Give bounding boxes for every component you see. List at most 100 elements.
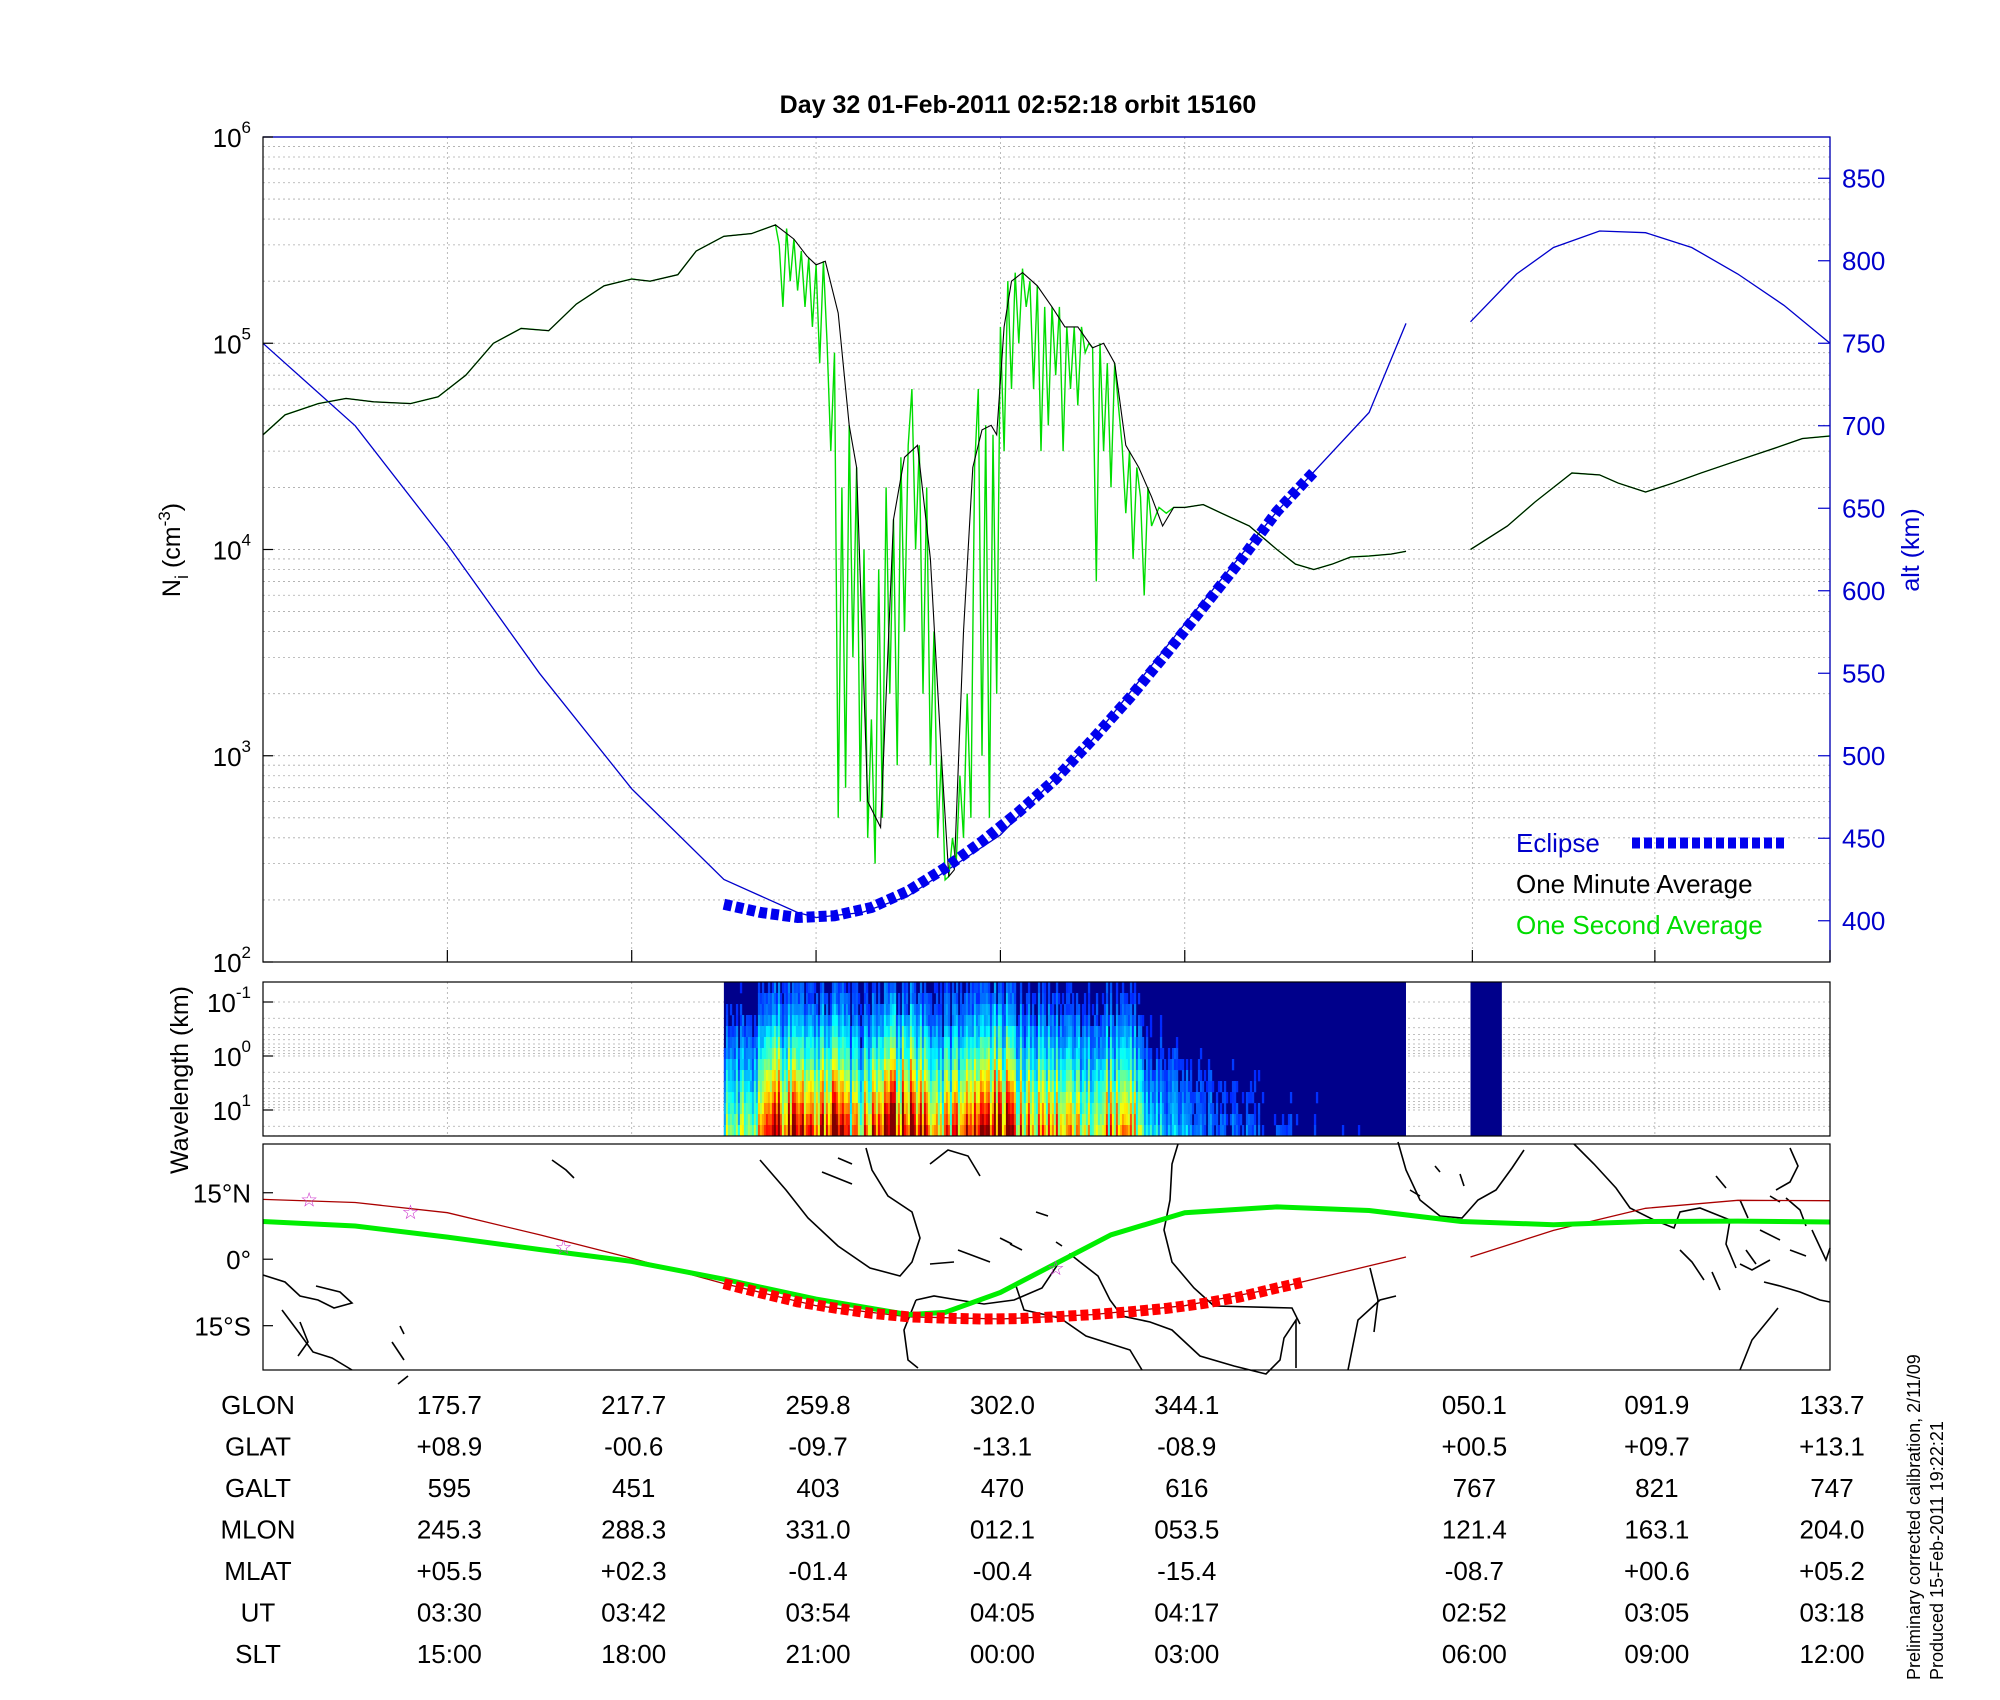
spectrogram-cell — [1093, 1125, 1097, 1137]
spectrogram-cell — [797, 1026, 801, 1038]
spectrogram-cell — [741, 1125, 745, 1137]
spectrogram-cell — [733, 1026, 737, 1038]
spectrogram-cell — [1073, 1037, 1077, 1049]
spectrogram-cell — [937, 1125, 941, 1137]
spectrogram-cell — [1171, 1081, 1175, 1093]
spectrogram-cell — [825, 1048, 829, 1060]
spectrogram-cell — [1055, 1081, 1059, 1093]
spectrogram-cell — [959, 1004, 963, 1016]
spectrogram-cell — [887, 1081, 891, 1093]
spectrogram-cell — [807, 1015, 811, 1027]
spectrogram-cell — [797, 1125, 801, 1137]
spectrogram-cell — [845, 1125, 849, 1137]
spectrogram-cell — [835, 1125, 839, 1137]
spectrogram-cell — [739, 1114, 743, 1126]
spectrogram-cell — [729, 1059, 733, 1071]
spectrogram-cell — [1087, 1103, 1091, 1115]
spectrogram-cell — [929, 1026, 933, 1038]
spectrogram-cell — [987, 1037, 991, 1049]
spectrogram-cell — [987, 1015, 991, 1027]
spectrogram-cell — [1203, 1070, 1207, 1082]
spectrogram-cell — [891, 1103, 895, 1115]
spectrogram-cell — [731, 1070, 735, 1082]
spectrogram-cell — [1049, 1070, 1053, 1082]
spectrogram-cell — [803, 1125, 807, 1137]
spectrogram-cell — [845, 1015, 849, 1027]
spectrogram-cell — [969, 1059, 973, 1071]
spectrogram-cell — [1027, 1081, 1031, 1093]
spectrogram-cell — [1283, 1125, 1287, 1137]
spectrogram-cell — [991, 1092, 995, 1104]
spectrogram-cell — [1135, 1037, 1139, 1049]
spectrogram-cell — [1001, 1125, 1005, 1137]
table-cell: 04:17 — [1154, 1598, 1219, 1628]
spectrogram-cell — [791, 1081, 795, 1093]
spectrogram-cell — [1011, 1015, 1015, 1027]
spectrogram-cell — [827, 1048, 831, 1060]
spectrogram-cell — [951, 982, 955, 994]
spectrogram-cell — [979, 1059, 983, 1071]
spectrogram-cell — [759, 993, 763, 1005]
spectrogram-cell — [925, 1125, 929, 1137]
spectrogram-cell — [1163, 1059, 1167, 1071]
spectrogram-cell — [1127, 1004, 1131, 1016]
spectrogram-cell — [809, 1103, 813, 1115]
spectrogram-cell — [915, 1092, 919, 1104]
spectrogram-cell — [1047, 1103, 1051, 1115]
table-cell: +05.2 — [1799, 1556, 1865, 1586]
spectrogram-cell — [801, 982, 805, 994]
spectrogram-cell — [1281, 1125, 1285, 1137]
spectrogram-cell — [1003, 1004, 1007, 1016]
spectrogram-cell — [753, 1026, 757, 1038]
spectrogram-cell — [1057, 993, 1061, 1005]
alt-tick-label: 700 — [1842, 411, 1885, 441]
spectrogram-cell — [923, 1059, 927, 1071]
spectrogram-cell — [1013, 1114, 1017, 1126]
spectrogram-cell — [1133, 1092, 1137, 1104]
spectrogram-cell — [977, 982, 981, 994]
spectrogram-cell — [787, 1092, 791, 1104]
spectrogram-cell — [769, 1059, 773, 1071]
spectrogram-cell — [1143, 1081, 1147, 1093]
spectrogram-cell — [933, 1004, 937, 1016]
spectrogram-cell — [1159, 1048, 1163, 1060]
spectrogram-cell — [993, 1103, 997, 1115]
eclipse-line — [722, 468, 1318, 924]
spectrogram-cell — [1019, 1081, 1023, 1093]
spectrogram-cell — [1089, 1103, 1093, 1115]
spectrogram-cell — [985, 1059, 989, 1071]
spectrogram-cell — [1061, 1037, 1065, 1049]
spectrogram-cell — [1025, 1103, 1029, 1115]
spectrogram-cell — [783, 1015, 787, 1027]
spectrogram-cell — [1173, 1125, 1177, 1137]
table-row-label: GLAT — [225, 1432, 291, 1462]
spectrogram-cell — [911, 1125, 915, 1137]
spectrogram-cell — [1071, 993, 1075, 1005]
spectrogram-cell — [1003, 1048, 1007, 1060]
spectrogram-cell — [965, 1103, 969, 1115]
spectrogram-cell — [805, 1081, 809, 1093]
spectrogram-cell — [943, 1048, 947, 1060]
spectrogram-cell — [991, 1004, 995, 1016]
spectrogram-cell — [1161, 1125, 1165, 1137]
spectrogram-cell — [1007, 1037, 1011, 1049]
spectrogram-cell — [1021, 1092, 1025, 1104]
spectrogram-cell — [829, 1103, 833, 1115]
spectrogram-cell — [779, 993, 783, 1005]
spectrogram-cell — [1129, 1037, 1133, 1049]
spectrogram-cell — [1141, 1103, 1145, 1115]
y-tick-label: 104 — [213, 531, 251, 566]
spectrogram-cell — [843, 1004, 847, 1016]
spectrogram-cell — [1113, 1081, 1117, 1093]
spectrogram-cell — [1273, 1114, 1277, 1126]
spectrogram-cell — [785, 1125, 789, 1137]
spectrogram-cell — [807, 993, 811, 1005]
spectrogram-cell — [907, 1125, 911, 1137]
spectrogram-cell — [777, 1114, 781, 1126]
spectrogram-cell — [897, 1103, 901, 1115]
spectrogram-cell — [877, 1114, 881, 1126]
spectrogram-cell — [961, 1081, 965, 1093]
spectrogram-cell — [1157, 1081, 1161, 1093]
spectrogram-cell — [857, 1125, 861, 1137]
spectrogram-cell — [1209, 1081, 1213, 1093]
